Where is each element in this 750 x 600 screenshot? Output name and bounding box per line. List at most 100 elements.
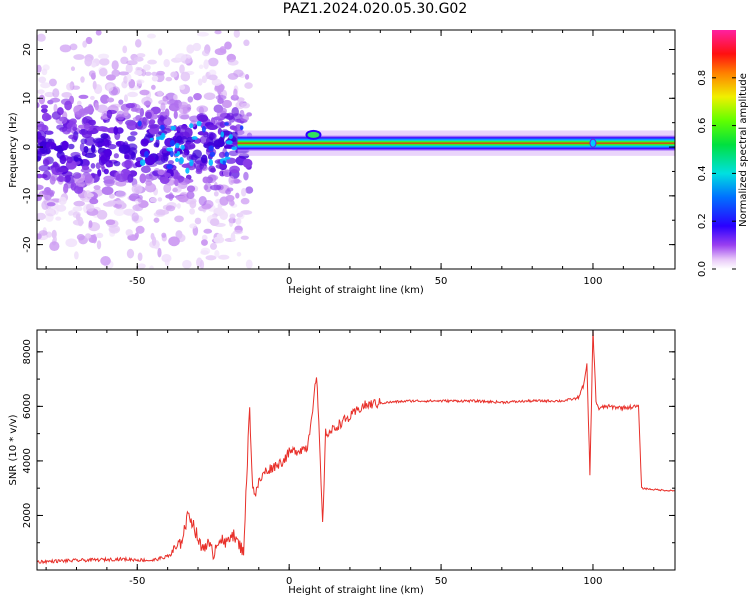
spectrogram-noise-blob <box>151 236 157 246</box>
spectrogram-noise-blob <box>41 189 54 196</box>
spectrogram-noise-blob <box>143 100 151 107</box>
spectrogram-noise-blob <box>84 136 96 146</box>
spectrogram-noise-blob <box>187 96 194 103</box>
spectrogram-noise-blob <box>63 174 76 184</box>
spectrogram-noise-blob <box>149 197 158 203</box>
spectrogram-noise-blob <box>245 259 253 269</box>
spectrogram-noise-blob <box>90 95 95 101</box>
spectrogram-noise-blob <box>231 113 243 121</box>
spectrogram-noise-blob <box>201 75 208 84</box>
spectrogram-noise-blob <box>37 130 47 140</box>
spectrogram-highlight-blob <box>224 156 231 160</box>
spectrogram-noise-blob <box>111 69 121 77</box>
spectrogram-noise-blob <box>233 88 238 99</box>
spectrogram-highlight-blob <box>201 125 206 133</box>
spectrogram-noise-blob <box>46 202 56 207</box>
spectrogram-noise-blob <box>244 82 253 89</box>
spectrogram-noise-blob <box>134 39 142 48</box>
spectrogram-noise-blob <box>228 217 234 228</box>
spectrogram-noise-blob <box>61 92 72 98</box>
spectrogram-noise-blob <box>89 119 97 126</box>
spectrogram-noise-blob <box>102 201 115 207</box>
spectrogram-noise-blob <box>73 185 84 194</box>
figure-title: PAZ1.2024.020.05.30.G02 <box>282 1 468 17</box>
spectrogram-noise-blob <box>59 44 72 53</box>
spectrogram-noise-blob <box>69 118 77 125</box>
spectrogram-noise-blob <box>130 131 138 136</box>
spectrogram-noise-blob <box>163 183 172 193</box>
spectrogram-highlight-blob <box>189 123 194 129</box>
spectrogram-noise-blob <box>51 229 57 239</box>
spectrogram-noise-blob <box>136 79 145 84</box>
spectrogram-noise-blob <box>37 212 46 221</box>
spectrogram-tone-band <box>237 135 675 151</box>
spectrogram-noise-blob <box>241 187 247 197</box>
spectrogram-noise-blob <box>219 210 229 220</box>
spectrogram-noise-blob <box>157 90 163 97</box>
spectrogram-noise-blob <box>218 254 230 260</box>
spectrogram-noise-blob <box>84 174 93 184</box>
spectrogram-noise-blob <box>144 155 156 166</box>
spectrogram-noise-blob <box>69 43 78 51</box>
spectrogram-noise-blob <box>128 147 138 156</box>
spectrogram-noise-blob <box>242 158 253 168</box>
spectrogram-noise-blob <box>83 123 91 130</box>
spectrogram-highlight-blob <box>196 120 202 127</box>
spectrogram-noise-blob <box>172 186 182 193</box>
spectrogram-noise-blob <box>165 205 176 212</box>
spectrogram-noise-blob <box>157 197 163 202</box>
spectrogram-noise-blob <box>189 223 197 229</box>
colorbar: 0.0 0.2 0.4 0.6 0.8 Normalized spectral ampl… <box>697 30 749 277</box>
spectrogram-noise-blob <box>165 76 173 82</box>
spectrogram-noise-blob <box>113 153 119 159</box>
spectrogram-highlight-blob <box>209 151 216 158</box>
spectrogram-noise-blob <box>203 228 213 234</box>
spectrogram-noise-blob <box>201 49 210 57</box>
spectrogram-noise-blob <box>142 64 151 71</box>
spectrogram-noise-blob <box>126 60 138 66</box>
spectrogram-noise-blob <box>96 209 108 220</box>
spectrogram-noise-blob <box>197 78 203 86</box>
spectrogram-noise-blob <box>101 186 114 195</box>
spectrogram-noise-blob <box>186 191 195 200</box>
spectrogram-noise-blob <box>84 190 92 201</box>
spectrogram-noise-blob <box>179 84 186 90</box>
spectrogram-noise-blob <box>163 118 172 126</box>
spectrogram-noise-blob <box>211 78 222 86</box>
spectrogram-noise-blob <box>209 242 218 250</box>
spectrogram-noise-blob <box>115 200 125 205</box>
colorbar-ticks: 0.0 0.2 0.4 0.6 0.8 <box>697 70 736 277</box>
snr-xtick-label: -50 <box>129 576 145 587</box>
colorbar-tick-label: 0.2 <box>697 213 708 229</box>
spectrogram-noise-blob <box>37 173 43 179</box>
spectrogram-noise-blob <box>115 173 128 183</box>
spectrogram-noise-blob <box>136 53 146 58</box>
spectrogram-noise-blob <box>91 62 97 68</box>
spectrogram-noise-blob <box>81 131 92 139</box>
spectrogram-ytick-label: -20 <box>22 236 33 252</box>
spectrogram-noise-blob <box>137 252 143 262</box>
spectrogram-noise-blob <box>189 200 197 209</box>
spectrogram-noise-blob <box>137 197 143 203</box>
snr-ytick-label: 6000 <box>22 394 33 419</box>
spectrogram-noise-blob <box>94 102 99 111</box>
spectrogram-noise-blob <box>104 148 112 158</box>
spectrogram-highlight-blob <box>174 157 180 162</box>
spectrogram-noise-blob <box>42 170 52 181</box>
spectrogram-noise-blob <box>37 142 47 150</box>
spectrogram-noise-blob <box>41 68 48 76</box>
spectrogram-noise-blob <box>78 124 85 129</box>
colorbar-tick-label: 0.4 <box>697 165 708 181</box>
spectrogram-noise-blob <box>123 94 128 103</box>
spectrogram-noise-blob <box>37 155 41 162</box>
spectrogram-noise-blob <box>214 30 222 35</box>
spectrogram-noise-blob <box>228 200 235 206</box>
spectrogram-noise-blob <box>225 189 231 195</box>
spectrogram-noise-blob <box>37 33 46 42</box>
spectrogram-highlight-blob <box>176 150 181 156</box>
spectrogram-noise-blob <box>115 190 127 198</box>
spectrogram-highlight-blob <box>159 124 165 131</box>
spectrogram-noise-blob <box>233 178 241 184</box>
spectrogram-noise-blob <box>243 39 250 47</box>
spectrogram-noise-blob <box>145 111 152 119</box>
